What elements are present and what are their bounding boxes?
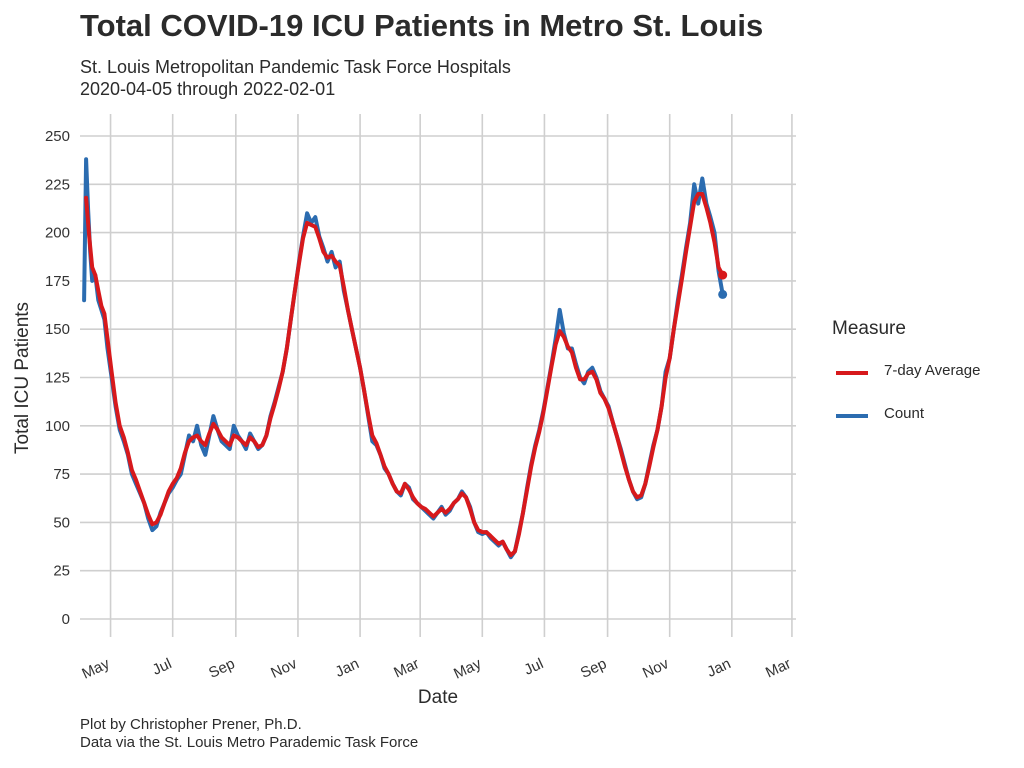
y-tick-label: 175 [45, 273, 70, 290]
x-axis-label: Date [418, 687, 458, 708]
y-tick-label: 200 [45, 225, 70, 242]
legend-label-average: 7-day Average [884, 362, 981, 379]
x-tick-label: Jan [704, 655, 733, 681]
y-axis-label: Total ICU Patients [12, 302, 33, 454]
subtitle-line-1: St. Louis Metropolitan Pandemic Task For… [80, 57, 511, 77]
y-tick-label: 100 [45, 418, 70, 435]
legend-key-average [836, 371, 868, 375]
x-tick-label: Sep [206, 655, 237, 682]
legend-key-count [836, 414, 868, 418]
x-axis-ticks: May Jul Sep Nov Jan Mar May Jul Sep Nov Jan Mar [79, 655, 793, 683]
x-tick-label: Jul [150, 655, 175, 679]
chart-caption: Plot by Christopher Prener, Ph.D. Data v… [80, 716, 418, 752]
subtitle-line-2: 2020-04-05 through 2022-02-01 [80, 79, 336, 99]
y-tick-label: 75 [53, 466, 70, 483]
x-tick-label: Jul [522, 655, 547, 679]
y-tick-label: 150 [45, 321, 70, 338]
x-tick-label: May [79, 655, 112, 683]
x-tick-label: Mar [763, 655, 794, 681]
chart-title: Total COVID-19 ICU Patients in Metro St.… [80, 8, 764, 43]
series-endpoint-average [718, 270, 728, 280]
caption-line-2: Data via the St. Louis Metro Parademic T… [80, 734, 419, 751]
grid-lines [80, 114, 796, 637]
series-endpoint-count [718, 289, 728, 299]
series-lines [82, 157, 728, 560]
chart-subtitle: St. Louis Metropolitan Pandemic Task For… [80, 56, 511, 100]
y-tick-label: 25 [53, 563, 70, 580]
y-tick-label: 50 [53, 514, 70, 531]
series-line-count [82, 157, 725, 560]
x-tick-label: Sep [578, 655, 609, 682]
x-tick-label: Jan [333, 655, 362, 681]
y-tick-label: 250 [45, 128, 70, 145]
legend-label-count: Count [884, 405, 925, 422]
series-line-average [84, 192, 725, 558]
y-tick-label: 125 [45, 370, 70, 387]
x-tick-label: Mar [391, 655, 422, 681]
legend-title: Measure [832, 318, 906, 339]
y-tick-label: 225 [45, 176, 70, 193]
x-tick-label: Nov [640, 655, 672, 682]
x-tick-label: May [451, 655, 484, 683]
x-tick-label: Nov [268, 655, 300, 682]
caption-line-1: Plot by Christopher Prener, Ph.D. [80, 716, 302, 733]
y-axis-ticks: 0 25 50 75 100 125 150 175 200 225 250 [45, 128, 70, 628]
y-tick-label: 0 [62, 611, 70, 628]
